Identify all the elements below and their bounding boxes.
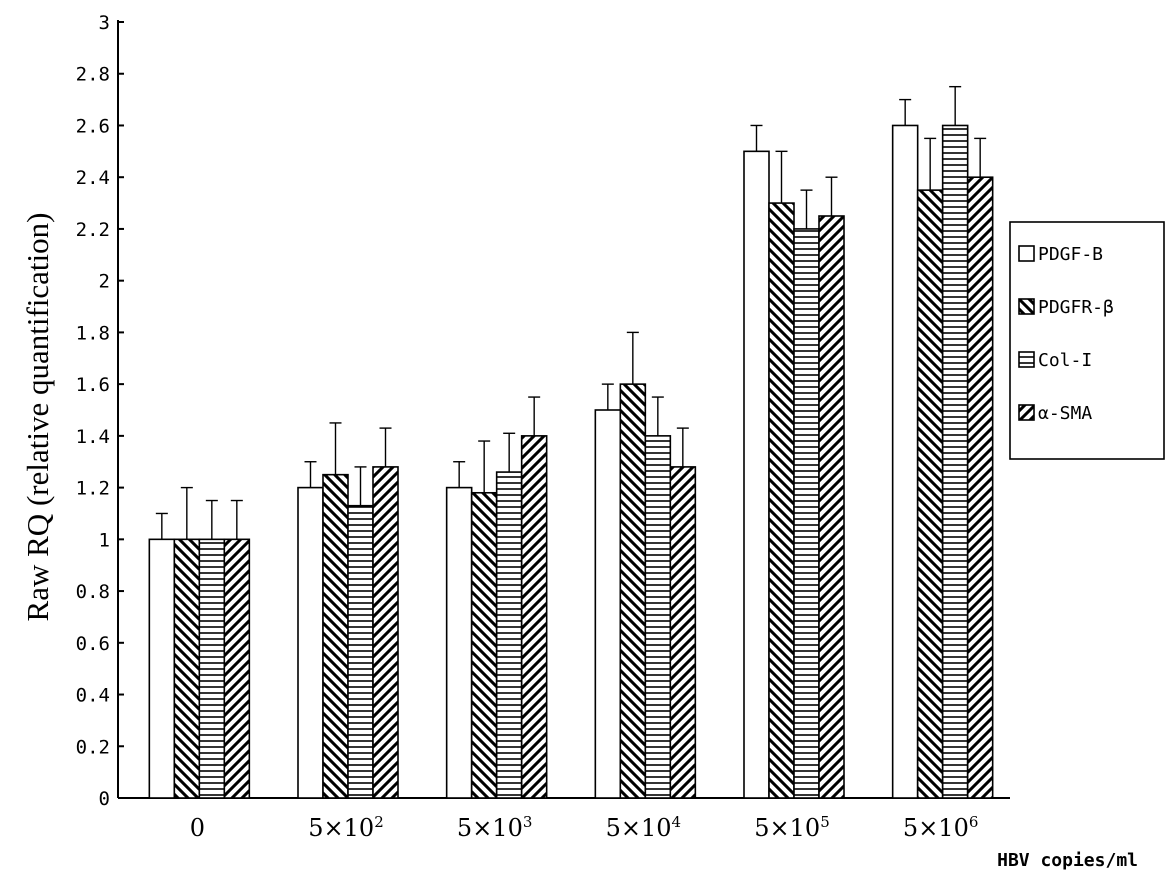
bar (941, 124, 969, 799)
bar (594, 409, 622, 799)
x-tick-label: 5×103 (457, 813, 532, 842)
y-tick-label: 0.2 (76, 736, 110, 758)
y-tick-label: 1.6 (76, 374, 110, 396)
y-tick-label: 0 (99, 788, 110, 810)
y-tick-label: 1.2 (76, 478, 110, 500)
y-tick-label: 2.8 (76, 64, 110, 86)
legend-label: Col-I (1038, 350, 1092, 371)
legend-swatch (1018, 404, 1035, 421)
legend-label: PDGF-B (1038, 244, 1103, 265)
bar (768, 202, 795, 799)
bar (619, 383, 647, 799)
y-tick-label: 1 (99, 529, 110, 551)
bar (520, 435, 548, 799)
y-tick-label: 0.4 (76, 685, 110, 707)
bar (445, 486, 473, 799)
bar (966, 176, 994, 799)
x-tick-label: 0 (190, 814, 205, 842)
bar (198, 538, 226, 799)
bar (743, 150, 770, 799)
labels: 0 0.2 0.4 0.6 0.8 1 1.2 1.4 1.6 1.8 2 2.2 2.4 2.6 2.8 3… (20, 12, 1138, 871)
x-tick-label: 5×102 (308, 813, 383, 842)
axes (117, 20, 1010, 799)
y-axis-label: Raw RQ (relative quantification) (20, 213, 55, 622)
y-tick-label: 2 (99, 271, 110, 293)
legend: PDGF-B PDGFR-β Col-I α-SMA (1009, 221, 1165, 460)
bar (372, 466, 399, 799)
y-tick-label: 2.4 (76, 167, 110, 189)
y-tick-label: 2.6 (76, 115, 110, 137)
bar (470, 491, 498, 799)
legend-swatch (1018, 298, 1035, 315)
legend-box (1009, 221, 1165, 460)
legend-label: PDGFR-β (1038, 297, 1114, 318)
bar (347, 504, 374, 799)
bar (669, 466, 697, 799)
x-tick-label: 5×104 (606, 813, 681, 842)
x-axis-label: HBV copies/ml (997, 850, 1138, 871)
y-tick-label: 1.8 (76, 322, 110, 344)
y-tick-label: 0.8 (76, 581, 110, 603)
bar (223, 538, 251, 799)
bar (916, 189, 944, 799)
y-tick-label: 2.2 (76, 219, 110, 241)
bar (495, 471, 523, 799)
bar (148, 538, 176, 799)
y-tick-label: 1.4 (76, 426, 110, 448)
bar (644, 435, 672, 799)
bar (818, 215, 845, 799)
bar (297, 486, 324, 799)
bar (891, 124, 919, 799)
bar (793, 228, 820, 799)
y-tick-label: 3 (99, 12, 110, 34)
legend-label: α-SMA (1038, 403, 1092, 424)
legend-swatch (1018, 245, 1035, 262)
bar (173, 538, 201, 799)
x-tick-label: 5×106 (903, 813, 978, 842)
legend-swatch (1018, 351, 1035, 368)
bar (322, 473, 349, 799)
x-tick-label: 5×105 (754, 813, 829, 842)
y-tick-label: 0.6 (76, 633, 110, 655)
bars (148, 85, 994, 799)
